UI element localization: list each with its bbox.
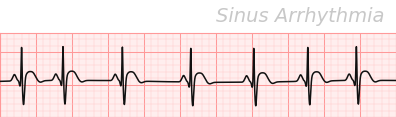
Text: Sinus Arrhythmia: Sinus Arrhythmia bbox=[215, 7, 384, 26]
